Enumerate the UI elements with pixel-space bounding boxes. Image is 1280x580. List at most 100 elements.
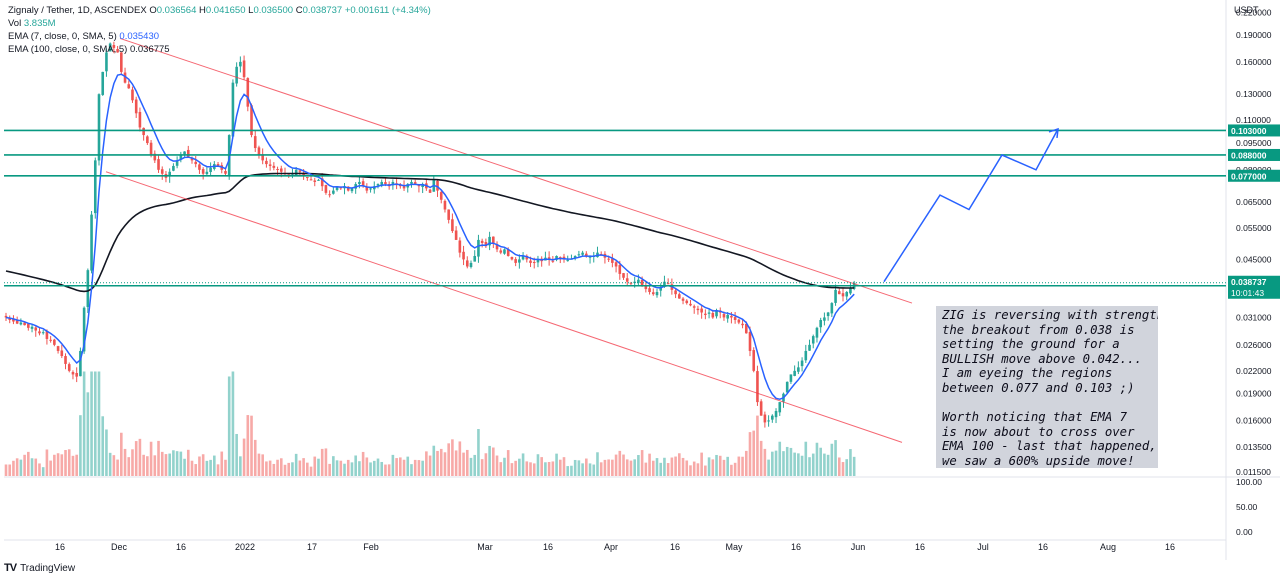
volume-tick-label: 50.00: [1236, 502, 1258, 512]
candle-body: [157, 159, 160, 170]
price-tick-label: 0.130000: [1236, 89, 1272, 99]
volume-bar: [800, 455, 804, 476]
candle-body: [759, 401, 763, 416]
candle-body: [268, 164, 272, 166]
volume-bar: [86, 392, 90, 476]
volume-bar: [451, 439, 454, 476]
volume-bar: [655, 458, 659, 476]
candle-body: [830, 303, 834, 314]
volume-bar: [525, 461, 529, 476]
time-tick-label: 16: [543, 542, 553, 552]
candle-body: [462, 251, 465, 260]
volume-bar: [346, 459, 350, 476]
candle-body: [108, 43, 112, 52]
volume-bar: [737, 456, 741, 476]
candle-body: [201, 169, 205, 174]
volume-bar: [153, 455, 157, 476]
price-tick-label: 0.160000: [1236, 57, 1272, 67]
level-tag: [1228, 148, 1280, 161]
candle-body: [276, 168, 279, 170]
candle-body: [131, 89, 134, 101]
volume-bar: [618, 450, 622, 476]
candle-body: [823, 317, 826, 321]
candle-body: [566, 260, 570, 262]
candle-body: [841, 293, 845, 297]
candle-body: [793, 370, 796, 376]
volume-bar: [376, 458, 380, 476]
candle-body: [369, 188, 372, 190]
time-tick-label: Dec: [111, 542, 128, 552]
high-label: H: [199, 5, 206, 16]
candle-body: [607, 258, 610, 260]
candle-body: [492, 236, 495, 244]
volume-bar: [744, 450, 748, 476]
candle-body: [127, 84, 131, 89]
low-value: 0.036500: [253, 5, 294, 16]
price-tick-label: 0.026000: [1236, 340, 1272, 350]
candle-body: [272, 165, 276, 168]
candle-body: [175, 160, 179, 166]
volume-bar: [473, 454, 477, 476]
volume-bar: [492, 447, 495, 476]
price-tick-label: 0.190000: [1236, 30, 1272, 40]
candle-body: [261, 154, 264, 161]
level-label: 0.103000: [1231, 126, 1267, 136]
price-tick-label: 0.011500: [1236, 467, 1271, 477]
time-tick-label: 2022: [235, 542, 255, 552]
volume-bar: [506, 450, 510, 476]
volume-bar: [819, 447, 822, 476]
price-tick-label: 0.019000: [1236, 389, 1272, 399]
candle-body: [651, 292, 655, 295]
candle-body: [86, 270, 90, 307]
volume-bar: [726, 456, 729, 476]
candle-body: [38, 331, 41, 334]
candle-body: [663, 281, 666, 287]
candle-body: [209, 167, 212, 173]
candle-body: [410, 181, 413, 184]
volume-bar: [715, 454, 718, 476]
volume-bar: [105, 429, 108, 476]
volume-bar: [157, 440, 160, 476]
volume-bar: [246, 415, 250, 476]
candle-body: [547, 257, 551, 260]
volume-bar: [782, 451, 785, 476]
candle-body: [789, 374, 793, 382]
candle-body: [153, 153, 157, 161]
volume-bar: [183, 458, 186, 476]
volume-bar: [369, 462, 372, 476]
candle-body: [27, 323, 30, 328]
volume-bar: [168, 453, 171, 476]
volume-bar: [837, 457, 841, 476]
candle-body: [629, 282, 633, 284]
candle-body: [737, 319, 741, 323]
volume-bar: [566, 466, 570, 476]
candle-body: [696, 308, 700, 311]
volume-bar: [845, 459, 849, 476]
volume-bar: [276, 459, 279, 476]
candle-body: [194, 161, 198, 165]
candle-body: [689, 303, 692, 306]
volume-bar: [239, 456, 242, 476]
candle-body: [138, 111, 142, 128]
volume-bar: [439, 448, 443, 476]
volume-bar: [324, 448, 328, 476]
volume-bar: [488, 445, 491, 476]
candle-body: [797, 367, 800, 372]
candle-body: [674, 290, 677, 295]
candle-body: [767, 420, 770, 422]
volume-bar: [399, 457, 402, 476]
candle-body: [577, 254, 581, 256]
candle-body: [778, 402, 782, 413]
volume-bar: [421, 460, 424, 476]
candle-body: [391, 181, 395, 186]
time-tick-label: 16: [1038, 542, 1048, 552]
low-label: L: [248, 5, 254, 16]
candle-body: [160, 169, 164, 174]
volume-bar: [216, 464, 220, 476]
candle-body: [618, 265, 622, 274]
candle-body: [614, 262, 618, 267]
level-label: 0.088000: [1231, 150, 1267, 160]
candle-body: [123, 72, 127, 83]
candle-body: [700, 308, 703, 313]
